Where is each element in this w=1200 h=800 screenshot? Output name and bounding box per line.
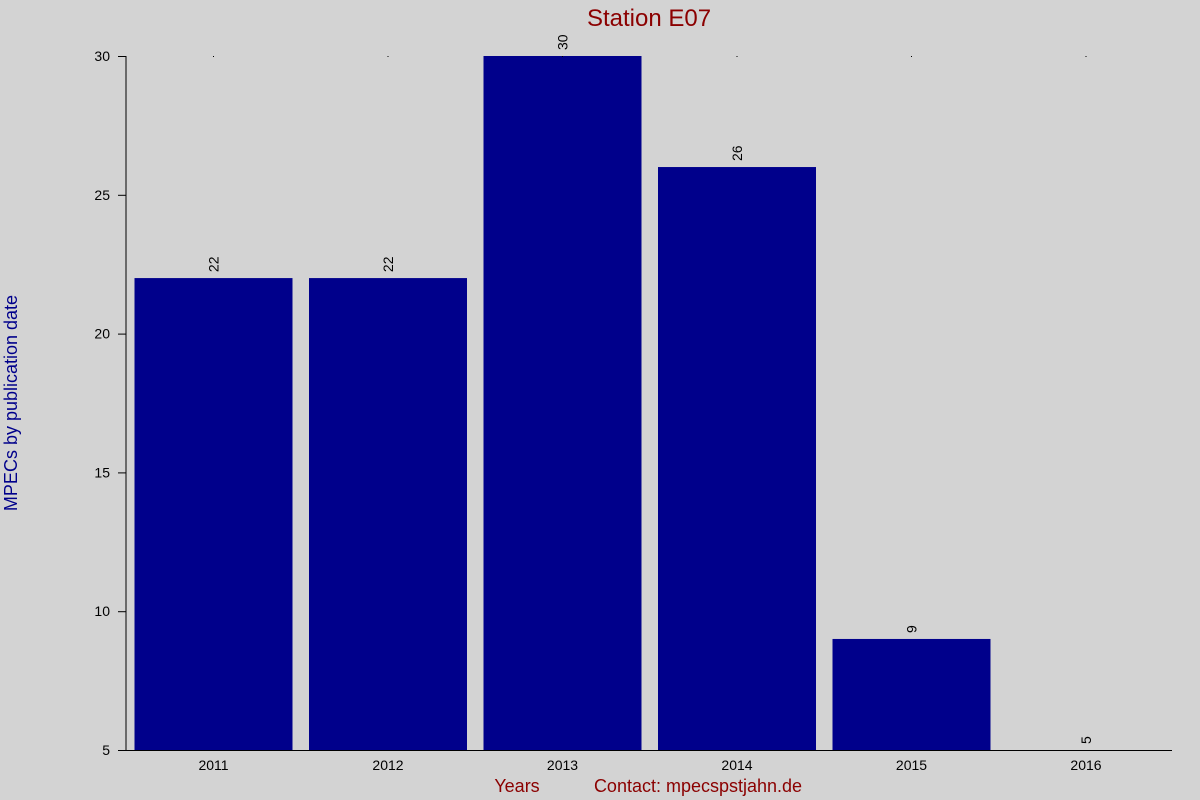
y-tick-label-20: 20 xyxy=(94,326,110,342)
bar-2014 xyxy=(658,167,816,751)
bar-2013 xyxy=(483,56,642,750)
bar-value-label-2014: 26 xyxy=(729,145,745,161)
axes-group xyxy=(125,56,1172,751)
chart-title: Station E07 xyxy=(587,5,711,32)
contact-footer: Contact: mpecspstjahn.de xyxy=(594,776,802,796)
x-ticks-group: 2011 2012 2013 2014 2015 2016 xyxy=(198,757,1101,773)
y-tick-label-25: 25 xyxy=(94,187,110,203)
bar-2012 xyxy=(309,278,467,750)
bar-value-label-2011: 22 xyxy=(206,256,222,272)
y-tick-label-15: 15 xyxy=(94,464,110,480)
y-axis-title: MPECs by publication date xyxy=(1,295,21,511)
x-axis-title: Years xyxy=(494,776,539,796)
bar-labels-group: 22 22 30 26 9 5 xyxy=(206,34,1095,744)
bar-2015 xyxy=(832,638,991,750)
y-tick-label-30: 30 xyxy=(94,48,110,64)
bar-value-label-2015: 9 xyxy=(904,625,920,633)
bar-value-label-2016: 5 xyxy=(1078,736,1094,744)
y-tick-label-10: 10 xyxy=(94,603,110,619)
x-tick-label-2012: 2012 xyxy=(372,757,403,773)
y-ticks-group: 5 10 15 20 25 30 xyxy=(94,48,126,758)
bars-group xyxy=(134,56,991,751)
x-tick-label-2016: 2016 xyxy=(1070,757,1101,773)
x-tick-label-2015: 2015 xyxy=(896,757,927,773)
bar-2011 xyxy=(134,278,293,750)
x-tick-label-2014: 2014 xyxy=(721,757,752,773)
bar-value-label-2012: 22 xyxy=(380,256,396,272)
bar-value-label-2013: 30 xyxy=(555,34,571,50)
x-tick-label-2011: 2011 xyxy=(198,757,228,773)
x-tick-label-2013: 2013 xyxy=(547,757,578,773)
y-tick-label-5: 5 xyxy=(102,742,110,758)
